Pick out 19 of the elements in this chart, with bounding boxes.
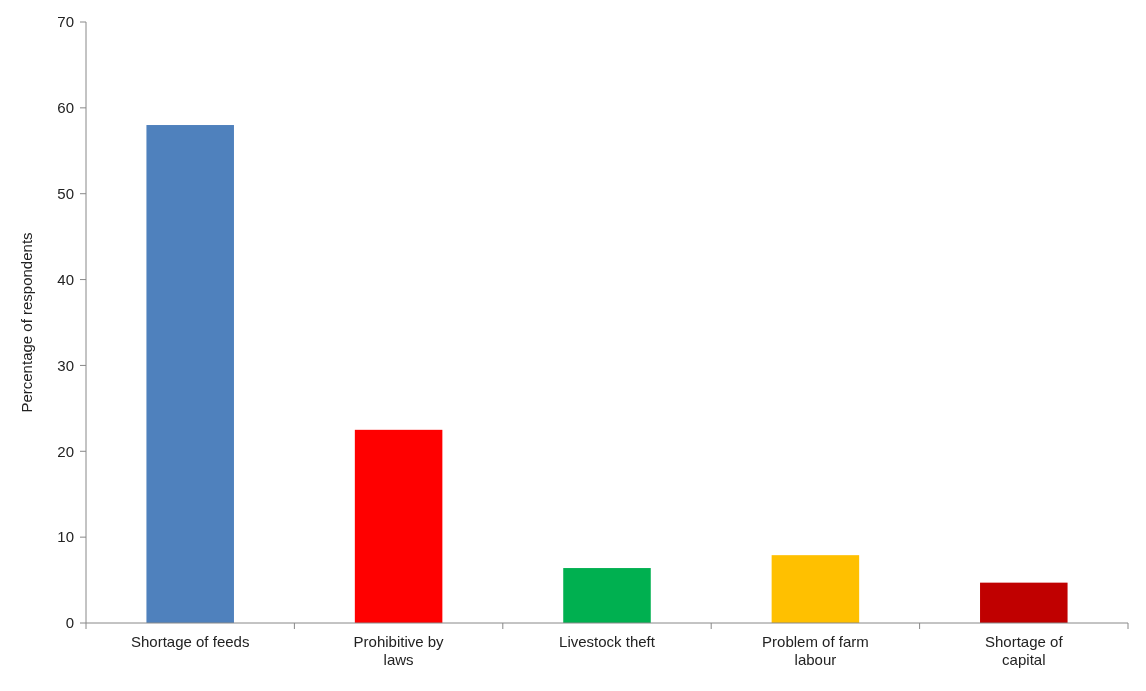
x-tick-label: Prohibitive by laws: [353, 633, 445, 668]
x-tick-label: Livestock theft: [559, 633, 656, 650]
y-tick-label: 50: [57, 184, 74, 202]
y-tick-label: 0: [65, 614, 74, 632]
y-tick-label: 30: [57, 356, 74, 374]
bar: [771, 555, 860, 623]
y-tick-label: 70: [57, 13, 74, 31]
bar: [354, 429, 443, 623]
x-tick-label: Shortage of feeds: [130, 633, 250, 650]
x-tick-label: Problem of farm labour: [762, 633, 869, 668]
y-tick-label: 10: [57, 528, 74, 546]
bar: [563, 568, 651, 623]
x-tick-label: Shortage of capital: [985, 633, 1064, 668]
bar: [980, 582, 1068, 623]
y-tick-label: 40: [57, 270, 74, 288]
y-tick-label: 20: [57, 442, 74, 460]
y-tick-label: 60: [57, 99, 74, 117]
y-axis-title: Percentage of respondents: [18, 232, 35, 413]
bar: [146, 125, 234, 623]
